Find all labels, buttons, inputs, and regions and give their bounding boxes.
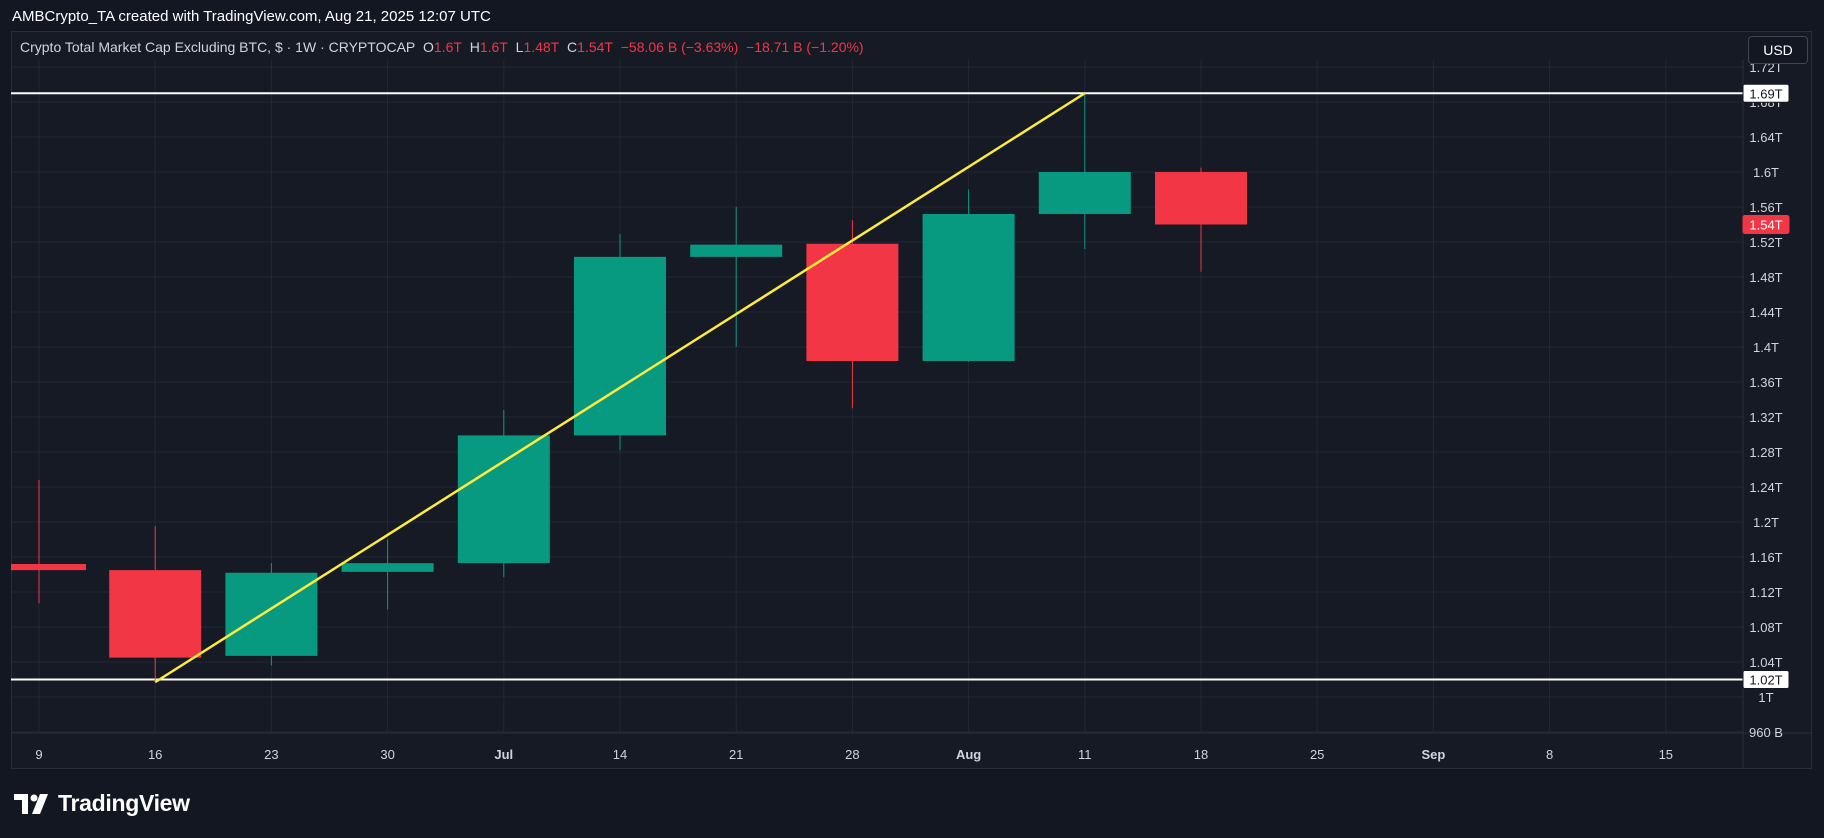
price-tick-label: 1.16T bbox=[1749, 550, 1782, 565]
candle bbox=[1155, 167, 1247, 272]
candle bbox=[690, 207, 783, 347]
price-tags: 1.69T 1.02T 1.54T bbox=[1742, 83, 1790, 689]
price-tick-label: 960 B bbox=[1749, 725, 1783, 740]
time-tick-label: 30 bbox=[380, 747, 394, 762]
price-tick-label: 1.6T bbox=[1753, 165, 1779, 180]
price-tick-label: 1.56T bbox=[1749, 200, 1782, 215]
candle-body bbox=[457, 435, 550, 564]
open-value: 1.6T bbox=[433, 39, 462, 55]
time-tick-label: 21 bbox=[729, 747, 743, 762]
close-value: 1.54T bbox=[577, 39, 613, 55]
time-tick-label: 16 bbox=[148, 747, 162, 762]
tradingview-logo-icon bbox=[14, 793, 48, 814]
symbol-legend: Crypto Total Market Cap Excluding BTC, $… bbox=[20, 39, 864, 55]
price-tag-label: 1.54T bbox=[1749, 218, 1782, 233]
trendline-layer bbox=[154, 92, 1086, 684]
high-label: H bbox=[469, 39, 480, 55]
price-tag: 1.02T bbox=[1742, 670, 1790, 689]
candle-body bbox=[922, 214, 1015, 361]
candle-body bbox=[1038, 172, 1131, 214]
footer-logo[interactable]: TradingView bbox=[14, 790, 190, 817]
price-tick-label: 1.12T bbox=[1749, 585, 1782, 600]
trendline bbox=[154, 92, 1086, 684]
low-value: 1.48T bbox=[523, 39, 560, 55]
candle bbox=[109, 526, 202, 683]
price-tag-label: 1.69T bbox=[1749, 86, 1782, 101]
price-tick-label: 1.32T bbox=[1749, 410, 1782, 425]
price-tick-label: 1.48T bbox=[1749, 270, 1782, 285]
time-tick-label: 23 bbox=[264, 747, 278, 762]
price-axis: 960 B 1T 1.04T 1.08T 1.12T 1.16T 1.2T 1.24T 1.28… bbox=[1749, 60, 1783, 740]
time-tick-label: 8 bbox=[1546, 747, 1553, 762]
candle bbox=[922, 189, 1015, 362]
time-tick-label: Aug bbox=[956, 747, 981, 762]
candle bbox=[574, 234, 666, 451]
time-tick-label: Sep bbox=[1421, 747, 1445, 762]
low-label: L bbox=[515, 39, 524, 55]
time-tick-label: 11 bbox=[1078, 747, 1092, 762]
price-tick-label: 1.24T bbox=[1749, 480, 1782, 495]
price-tag-box bbox=[1742, 83, 1790, 103]
change-secondary-value: −18.71 B (−1.20%) bbox=[746, 39, 864, 55]
candle bbox=[457, 410, 550, 578]
time-tick-label: Jul bbox=[494, 747, 513, 762]
candle bbox=[11, 480, 86, 604]
candle-body bbox=[574, 256, 666, 436]
currency-button[interactable]: USD bbox=[1748, 36, 1808, 64]
price-tick-label: 1.36T bbox=[1749, 375, 1782, 390]
price-tag: 1.69T bbox=[1742, 83, 1790, 103]
high-value: 1.6T bbox=[479, 39, 508, 55]
time-tick-label: 28 bbox=[845, 747, 859, 762]
candle-body bbox=[11, 564, 86, 571]
grid-lines bbox=[11, 60, 1812, 768]
time-tick-label: 9 bbox=[35, 747, 42, 762]
price-tick-label: 1.08T bbox=[1749, 620, 1782, 635]
candle-body bbox=[690, 244, 783, 257]
price-tag-label: 1.02T bbox=[1749, 673, 1782, 688]
candle bbox=[341, 539, 434, 610]
price-tick-label: 1.28T bbox=[1749, 445, 1782, 460]
open-label: O bbox=[423, 39, 434, 55]
price-tick-label: 1.4T bbox=[1753, 340, 1779, 355]
candle bbox=[1038, 93, 1131, 249]
candle bbox=[225, 563, 318, 666]
candle bbox=[806, 220, 899, 409]
price-tag-box bbox=[1742, 670, 1790, 689]
price-tag-box bbox=[1742, 215, 1790, 234]
close-label: C bbox=[567, 39, 578, 55]
candle-body bbox=[806, 243, 899, 361]
price-tick-label: 1.64T bbox=[1749, 130, 1782, 145]
chart-credit: AMBCrypto_TA created with TradingView.co… bbox=[12, 8, 491, 25]
price-tick-label: 1T bbox=[1758, 690, 1773, 705]
change-value: −58.06 B (−3.63%) bbox=[620, 39, 739, 55]
candle-body bbox=[1155, 172, 1247, 225]
symbol-title: Crypto Total Market Cap Excluding BTC, $… bbox=[20, 39, 416, 55]
horizontal-levels bbox=[11, 92, 1743, 681]
time-tick-label: 14 bbox=[613, 747, 627, 762]
time-axis: 9 16 23 30 Jul 14 21 28 Aug 11 18 25 Sep 8 15 bbox=[35, 747, 1673, 762]
time-tick-label: 25 bbox=[1310, 747, 1324, 762]
tradingview-brand: TradingView bbox=[58, 790, 190, 816]
candle-body bbox=[341, 563, 434, 572]
time-tick-label: 15 bbox=[1659, 747, 1673, 762]
price-tick-label: 1.52T bbox=[1749, 235, 1782, 250]
price-tag: 1.54T bbox=[1742, 215, 1790, 234]
price-tick-label: 1.04T bbox=[1749, 655, 1782, 670]
price-tick-label: 1.2T bbox=[1753, 515, 1779, 530]
candle-body bbox=[225, 572, 318, 656]
time-tick-label: 18 bbox=[1194, 747, 1208, 762]
candles bbox=[11, 93, 1247, 683]
candle-body bbox=[109, 570, 202, 658]
price-tick-label: 1.44T bbox=[1749, 305, 1782, 320]
